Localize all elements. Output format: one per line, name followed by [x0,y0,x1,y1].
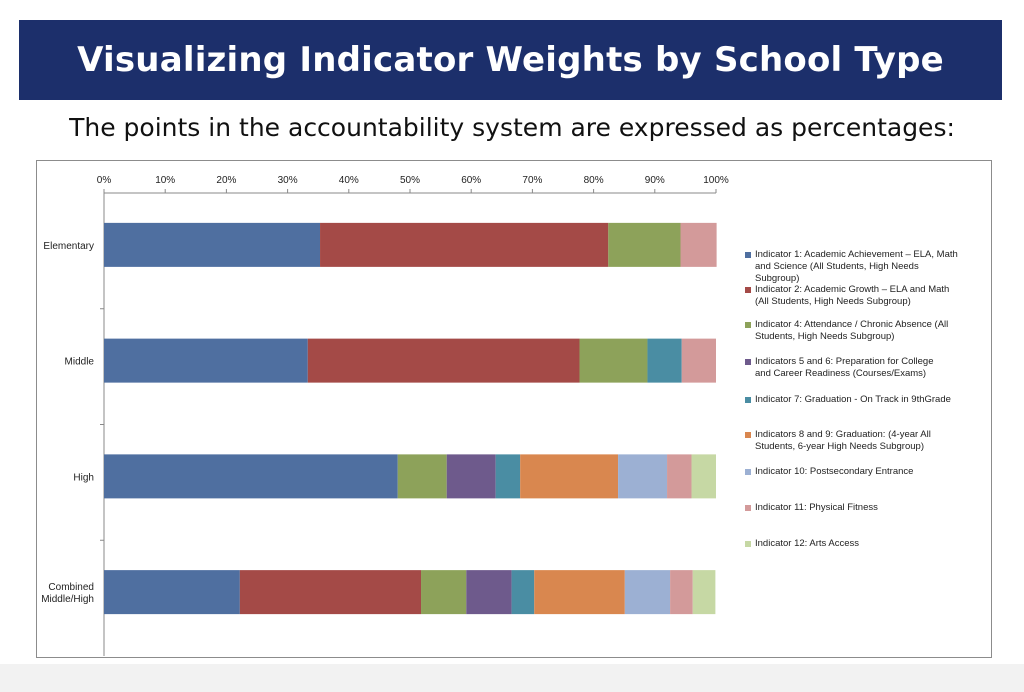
bar-segment [608,222,681,267]
bar-segment [511,570,535,615]
legend-entry: Indicator 1: Academic Achievement – ELA,… [755,249,958,260]
category-label: Middle [65,357,95,368]
x-tick-label: 80% [584,175,604,186]
bar-segment [534,570,625,615]
legend-swatch [745,322,751,328]
x-tick-label: 20% [216,175,236,186]
legend-swatch [745,252,751,258]
category-label: Elementary [43,241,94,252]
legend-entry: Indicator 11: Physical Fitness [755,502,878,513]
chart-frame: 0% 10% 20% 30% 40% 50% 60% 70% 80% 90% 100% Element… [36,160,992,658]
category-label: Middle/High [41,594,94,605]
legend-swatch [745,287,751,293]
x-tick-label: 50% [400,175,420,186]
bar-segment [520,454,619,499]
bar-segment [670,570,693,615]
category-label: Combined [48,582,94,593]
x-tick-label: 10% [155,175,175,186]
bar-segment [692,570,716,615]
bar-segment [647,338,682,383]
legend-entry: (All Students, High Needs Subgroup) [755,296,911,307]
bar-segment [446,454,496,499]
legend-entry: Indicator 4: Attendance / Chronic Absenc… [755,319,948,330]
bottom-strip [0,664,1024,692]
x-tick-label: 90% [645,175,665,186]
legend-swatch [745,541,751,547]
bar-segment [104,338,308,383]
legend-entry: Indicators 5 and 6: Preparation for Coll… [755,356,934,367]
bar-segment [618,454,668,499]
title-banner: Visualizing Indicator Weights by School … [19,20,1002,100]
legend-entry: Students, 6-year High Needs Subgroup) [755,441,924,452]
x-tick-label: 70% [522,175,542,186]
legend-entry: Indicator 12: Arts Access [755,538,859,549]
bar-segment [466,570,512,615]
x-tick-label: 30% [278,175,298,186]
legend-entry: Students, High Needs Subgroup) [755,331,894,342]
x-tick-label: 40% [339,175,359,186]
category-label: High [73,472,94,483]
bar-segment [680,222,717,267]
bar-segment [307,338,580,383]
bar-segment [495,454,521,499]
bar-segment [104,570,240,615]
bar-segment [320,222,609,267]
bar-segment [104,222,321,267]
bar-segment [579,338,648,383]
legend-entry: Indicator 10: Postsecondary Entrance [755,466,913,477]
legend-entry: and Career Readiness (Courses/Exams) [755,368,926,379]
legend-swatch [745,397,751,403]
bar-segment [691,454,716,499]
legend-entry: Subgroup) [755,273,799,284]
bar-segment [624,570,671,615]
x-tick-label: 60% [461,175,481,186]
legend-entry: and Science (All Students, High Needs [755,261,919,272]
bar-segment [397,454,447,499]
bar-segment [104,454,398,499]
legend-swatch [745,469,751,475]
legend-entry: Indicator 7: Graduation - On Track in 9t… [755,394,951,405]
bar-segment [239,570,422,615]
bar-segment [667,454,692,499]
legend-swatch [745,505,751,511]
page-subtitle: The points in the accountability system … [69,113,955,142]
stacked-bar-chart: 0% 10% 20% 30% 40% 50% 60% 70% 80% 90% 100% Element… [41,175,958,656]
legend-entry: Indicators 8 and 9: Graduation: (4-year … [755,429,931,440]
legend-swatch [745,359,751,365]
page-title: Visualizing Indicator Weights by School … [77,40,944,80]
x-tick-label: 0% [97,175,112,186]
x-tick-label: 100% [703,175,729,186]
legend-entry: Indicator 2: Academic Growth – ELA and M… [755,284,949,295]
bar-segment [681,338,716,383]
legend-swatch [745,432,751,438]
bar-segment [421,570,467,615]
